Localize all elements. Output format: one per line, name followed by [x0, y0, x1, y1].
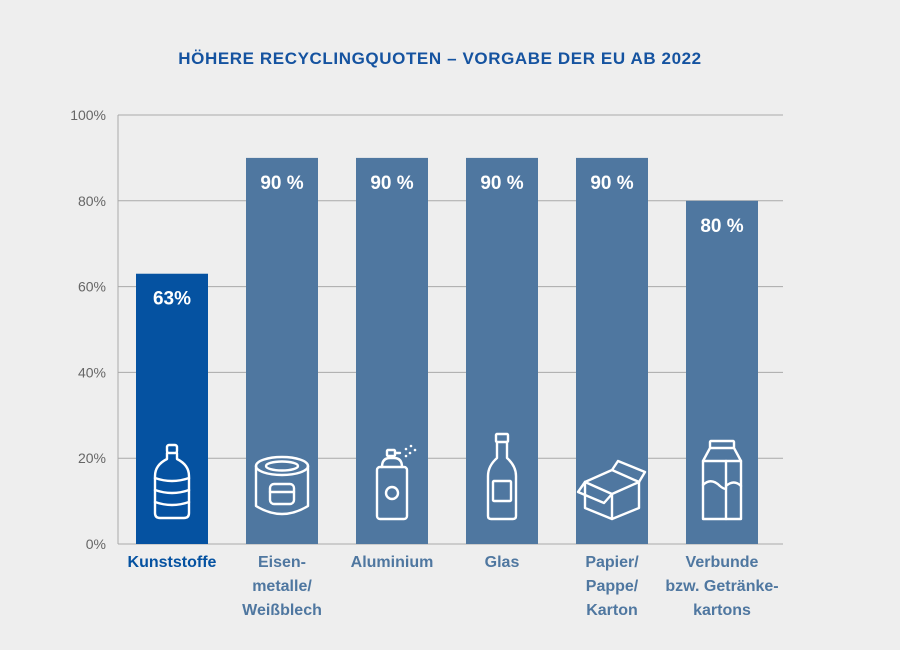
glass-bottle-icon [486, 432, 518, 521]
bar-value-label: 90 % [590, 173, 633, 194]
bar [136, 273, 208, 544]
y-tick-label: 60% [78, 279, 106, 295]
beverage-carton-icon [701, 439, 743, 521]
bottle-icon [153, 443, 191, 520]
bar-value-label: 90 % [370, 173, 413, 194]
spray-can-icon [375, 444, 417, 521]
bar-value-label: 90 % [480, 173, 523, 194]
x-category-label: Glas [485, 554, 520, 571]
y-tick-label: 40% [78, 364, 106, 380]
bars-layer [136, 157, 758, 545]
x-category-label: Eisen- [258, 554, 306, 571]
y-tick-label: 0% [86, 536, 106, 552]
x-category-label: Karton [586, 602, 638, 619]
labels-layer: 0% 20% 40% 60% 80% 100% 63% Kunststoffe 90 % Eise… [70, 107, 778, 619]
bar [246, 157, 318, 544]
chart-title: HÖHERE RECYCLINGQUOTEN – VORGABE DER EU … [178, 49, 702, 68]
bar [356, 157, 428, 544]
x-category-label: Aluminium [351, 554, 434, 571]
bar [466, 157, 538, 544]
box-icon [576, 459, 647, 521]
y-tick-label: 20% [78, 450, 106, 466]
x-category-label: Verbunde [686, 554, 759, 571]
bar [686, 200, 758, 545]
x-category-label: metalle/ [252, 578, 312, 595]
bar-value-label: 63% [153, 289, 191, 310]
y-tick-label: 100% [70, 107, 106, 123]
x-category-label: kartons [693, 602, 751, 619]
bar-value-label: 90 % [260, 173, 303, 194]
grid-layer [117, 114, 783, 545]
x-category-label: Pappe/ [586, 578, 639, 595]
can-icon [254, 455, 310, 516]
x-category-label: Weißblech [242, 602, 322, 619]
bar [576, 157, 648, 544]
y-tick-label: 80% [78, 193, 106, 209]
x-category-label: Kunststoffe [128, 554, 217, 571]
x-category-label: bzw. Getränke- [665, 578, 778, 595]
x-category-label: Papier/ [585, 554, 639, 571]
bar-value-label: 80 % [700, 216, 743, 237]
